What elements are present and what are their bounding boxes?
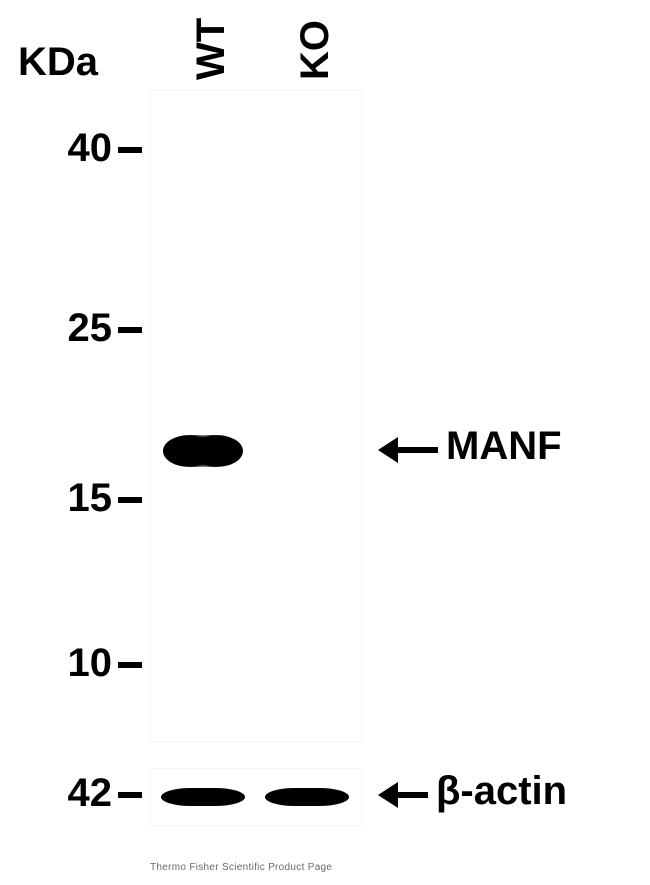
mw-marker-0: 40 xyxy=(68,126,113,171)
lane-label-ko: KO xyxy=(293,20,338,80)
lane-label-wt: WT xyxy=(189,18,234,80)
loading-control-marker: 42 xyxy=(68,771,113,816)
target-label: MANF xyxy=(446,424,562,469)
target-band-wt xyxy=(163,435,243,467)
mw-marker-1: 25 xyxy=(68,306,113,351)
main-blot-area xyxy=(150,90,362,742)
mw-marker-3: 10 xyxy=(68,641,113,686)
mw-marker-2: 15 xyxy=(68,476,113,521)
mw-tick-3 xyxy=(118,662,142,668)
loading-control-band-ko xyxy=(265,788,349,806)
loading-control-arrow-line xyxy=(394,792,428,798)
units-label: KDa xyxy=(18,40,98,85)
mw-tick-0 xyxy=(118,147,142,153)
target-arrow-line xyxy=(394,447,438,453)
mw-tick-1 xyxy=(118,327,142,333)
mw-tick-2 xyxy=(118,497,142,503)
loading-control-band-wt xyxy=(161,788,245,806)
loading-control-label: β-actin xyxy=(436,769,567,814)
attribution-text: Thermo Fisher Scientific Product Page xyxy=(150,862,332,873)
loading-control-tick xyxy=(118,792,142,798)
